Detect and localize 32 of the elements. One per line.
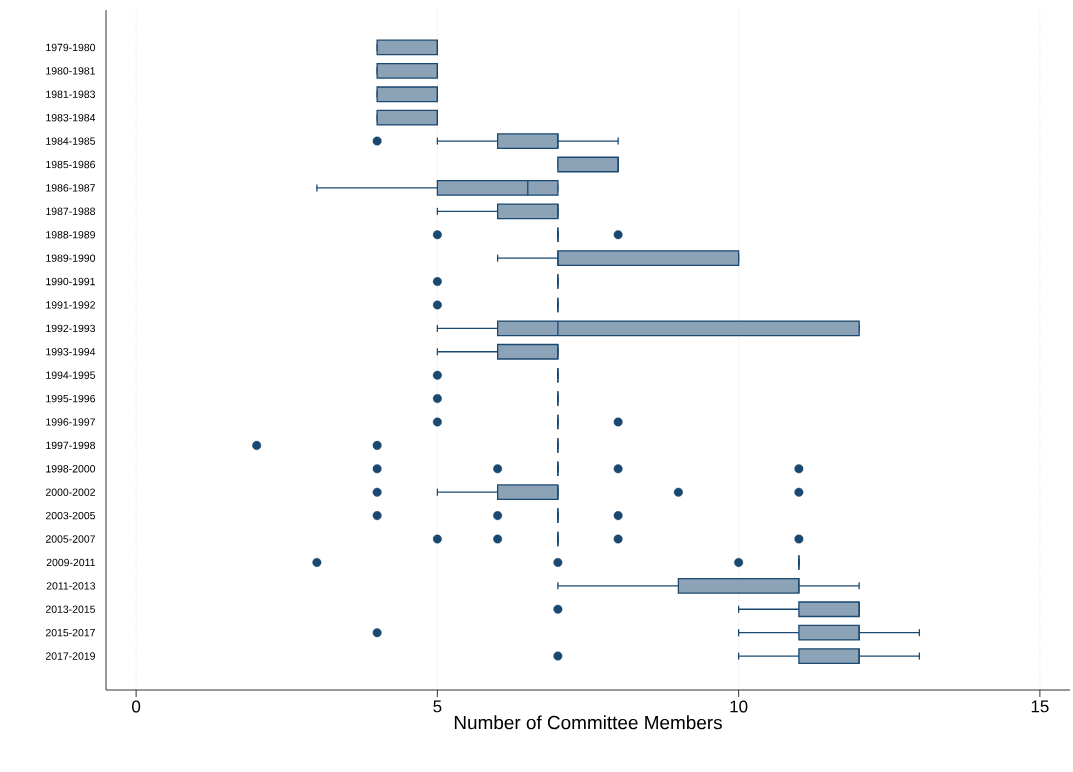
y-tick-label: 1993-1994 bbox=[46, 348, 96, 356]
y-tick-label: 1998-2000 bbox=[46, 465, 96, 473]
x-tick-label: 10 bbox=[730, 700, 748, 713]
y-tick-label: 2015-2017 bbox=[45, 628, 95, 637]
y-tick-label: 1980-1981 bbox=[46, 67, 95, 75]
y-tick-label: 1994-1995 bbox=[46, 371, 96, 379]
y-tick-label: 1984-1985 bbox=[46, 137, 96, 145]
y-tick-label: 2013-2015 bbox=[45, 605, 96, 613]
y-tick-label: 1985-1986 bbox=[46, 160, 96, 169]
y-tick-label: 1990-1991 bbox=[46, 277, 95, 286]
x-tick-label: 15 bbox=[1031, 700, 1049, 713]
y-tick-label: 2005-2007 bbox=[45, 535, 95, 543]
y-tick-label: 2009-2011 bbox=[46, 558, 95, 567]
y-tick-label: 2000-2002 bbox=[45, 488, 95, 496]
y-tick-label: 1989-1990 bbox=[46, 254, 96, 262]
y-tick-label: 1981-1983 bbox=[46, 90, 96, 98]
y-tick-label: 1988-1989 bbox=[46, 231, 95, 239]
y-tick-label: 1995-1996 bbox=[46, 394, 96, 403]
y-tick-label: 2003-2005 bbox=[45, 511, 96, 520]
y-tick-label: 1997-1998 bbox=[46, 441, 96, 450]
x-axis-title: Number of Committee Members bbox=[454, 715, 722, 730]
y-tick-label: 1987-1988 bbox=[46, 207, 96, 216]
y-tick-label: 1992-1993 bbox=[46, 324, 96, 333]
y-tick-label: 1983-1984 bbox=[46, 113, 96, 122]
y-tick-label: 1996-1997 bbox=[46, 418, 95, 426]
x-tick-label: 0 bbox=[132, 700, 141, 713]
y-tick-label: 1979-1980 bbox=[46, 43, 96, 52]
y-tick-label: 1991-1992 bbox=[46, 301, 95, 309]
x-tick-label: 5 bbox=[433, 700, 442, 713]
y-tick-label: 2011-2013 bbox=[46, 582, 96, 590]
y-tick-label: 2017-2019 bbox=[45, 652, 95, 660]
y-tick-label: 1986-1987 bbox=[46, 184, 95, 192]
